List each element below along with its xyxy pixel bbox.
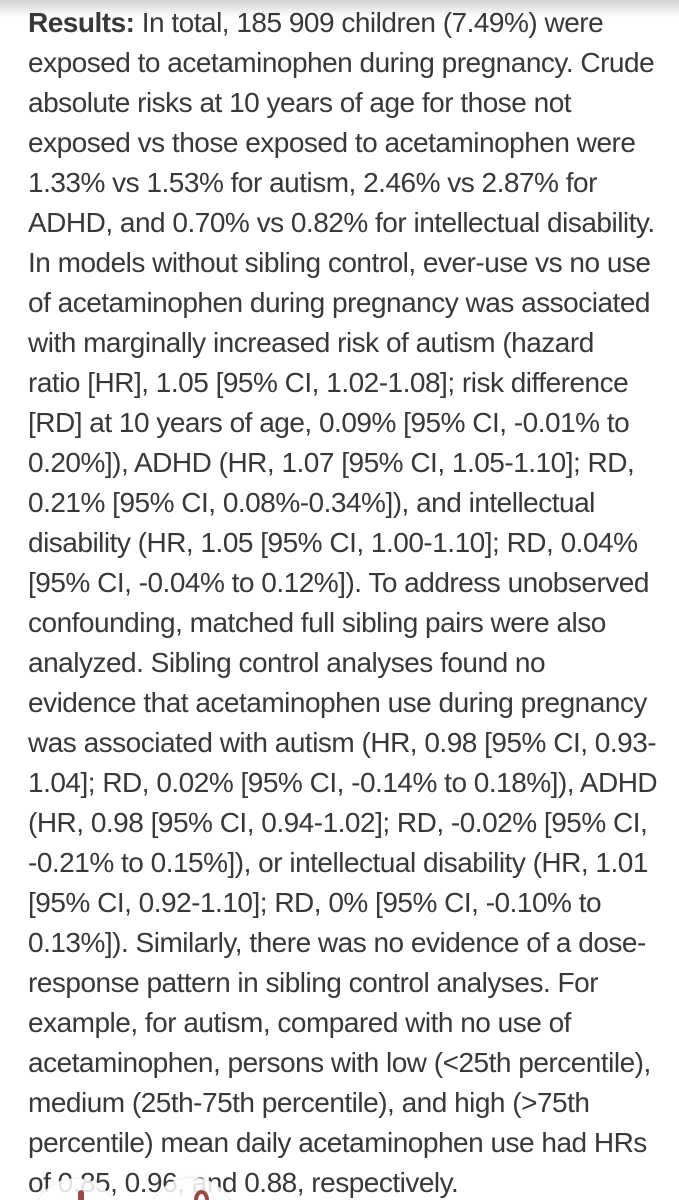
abstract-line: [95% CI, 0.92-1.10]; RD, 0% [95% CI, -0.… [28, 887, 602, 918]
abstract-line: ADHD, and 0.70% vs 0.82% for intellectua… [28, 207, 655, 238]
abstract-line: 1.33% vs 1.53% for autism, 2.46% vs 2.87… [28, 167, 597, 198]
red-ring-icon [194, 1190, 209, 1200]
bottom-action-button-right[interactable] [148, 1177, 235, 1200]
abstract-line: exposed to acetaminophen during pregnanc… [28, 47, 655, 78]
abstract-line: absolute risks at 10 years of age for th… [28, 87, 572, 118]
abstract-line: with marginally increased risk of autism… [28, 327, 594, 358]
abstract-line: evidence that acetaminophen use during p… [28, 687, 647, 718]
abstract-line: Results: In total, 185 909 children (7.4… [28, 7, 604, 38]
abstract-line: (HR, 0.98 [95% CI, 0.94-1.02]; RD, -0.02… [28, 807, 648, 838]
abstract-line: 0.20%]), ADHD (HR, 1.07 [95% CI, 1.05-1.… [28, 447, 635, 478]
abstract-line: 0.13%]). Similarly, there was no evidenc… [28, 927, 646, 958]
abstract-line: disability (HR, 1.05 [95% CI, 1.00-1.10]… [28, 527, 638, 558]
red-bar-icon [78, 1190, 84, 1200]
abstract-line: acetaminophen, persons with low (<25th p… [28, 1047, 651, 1078]
abstract-line: medium (25th-75th percentile), and high … [28, 1087, 590, 1118]
abstract-line: In models without sibling control, ever-… [28, 247, 651, 278]
abstract-line: of acetaminophen during pregnancy was as… [28, 287, 650, 318]
abstract-line: 1.04]; RD, 0.02% [95% CI, -0.14% to 0.18… [28, 767, 658, 798]
abstract-line: -0.21% to 0.15%]), or intellectual disab… [28, 847, 648, 878]
abstract-line: confounding, matched full sibling pairs … [28, 607, 606, 638]
abstract-line: 0.21% [95% CI, 0.08%-0.34%]), and intell… [28, 487, 595, 518]
abstract-line: was associated with autism (HR, 0.98 [95… [28, 727, 657, 758]
abstract-line: example, for autism, compared with no us… [28, 1007, 571, 1038]
abstract-line: exposed vs those exposed to acetaminophe… [28, 127, 636, 158]
abstract-line: [95% CI, -0.04% to 0.12%]). To address u… [28, 567, 649, 598]
abstract-line: of 0.85, 0.96, and 0.88, respectively. [28, 1167, 459, 1198]
results-label: Results: [28, 7, 135, 38]
abstract-line: [RD] at 10 years of age, 0.09% [95% CI, … [28, 407, 630, 438]
abstract-line: ratio [HR], 1.05 [95% CI, 1.02-1.08]; ri… [28, 367, 629, 398]
abstract-line: response pattern in sibling control anal… [28, 967, 599, 998]
abstract-line: percentile) mean daily acetaminophen use… [28, 1127, 647, 1158]
abstract-line: analyzed. Sibling control analyses found… [28, 647, 546, 678]
